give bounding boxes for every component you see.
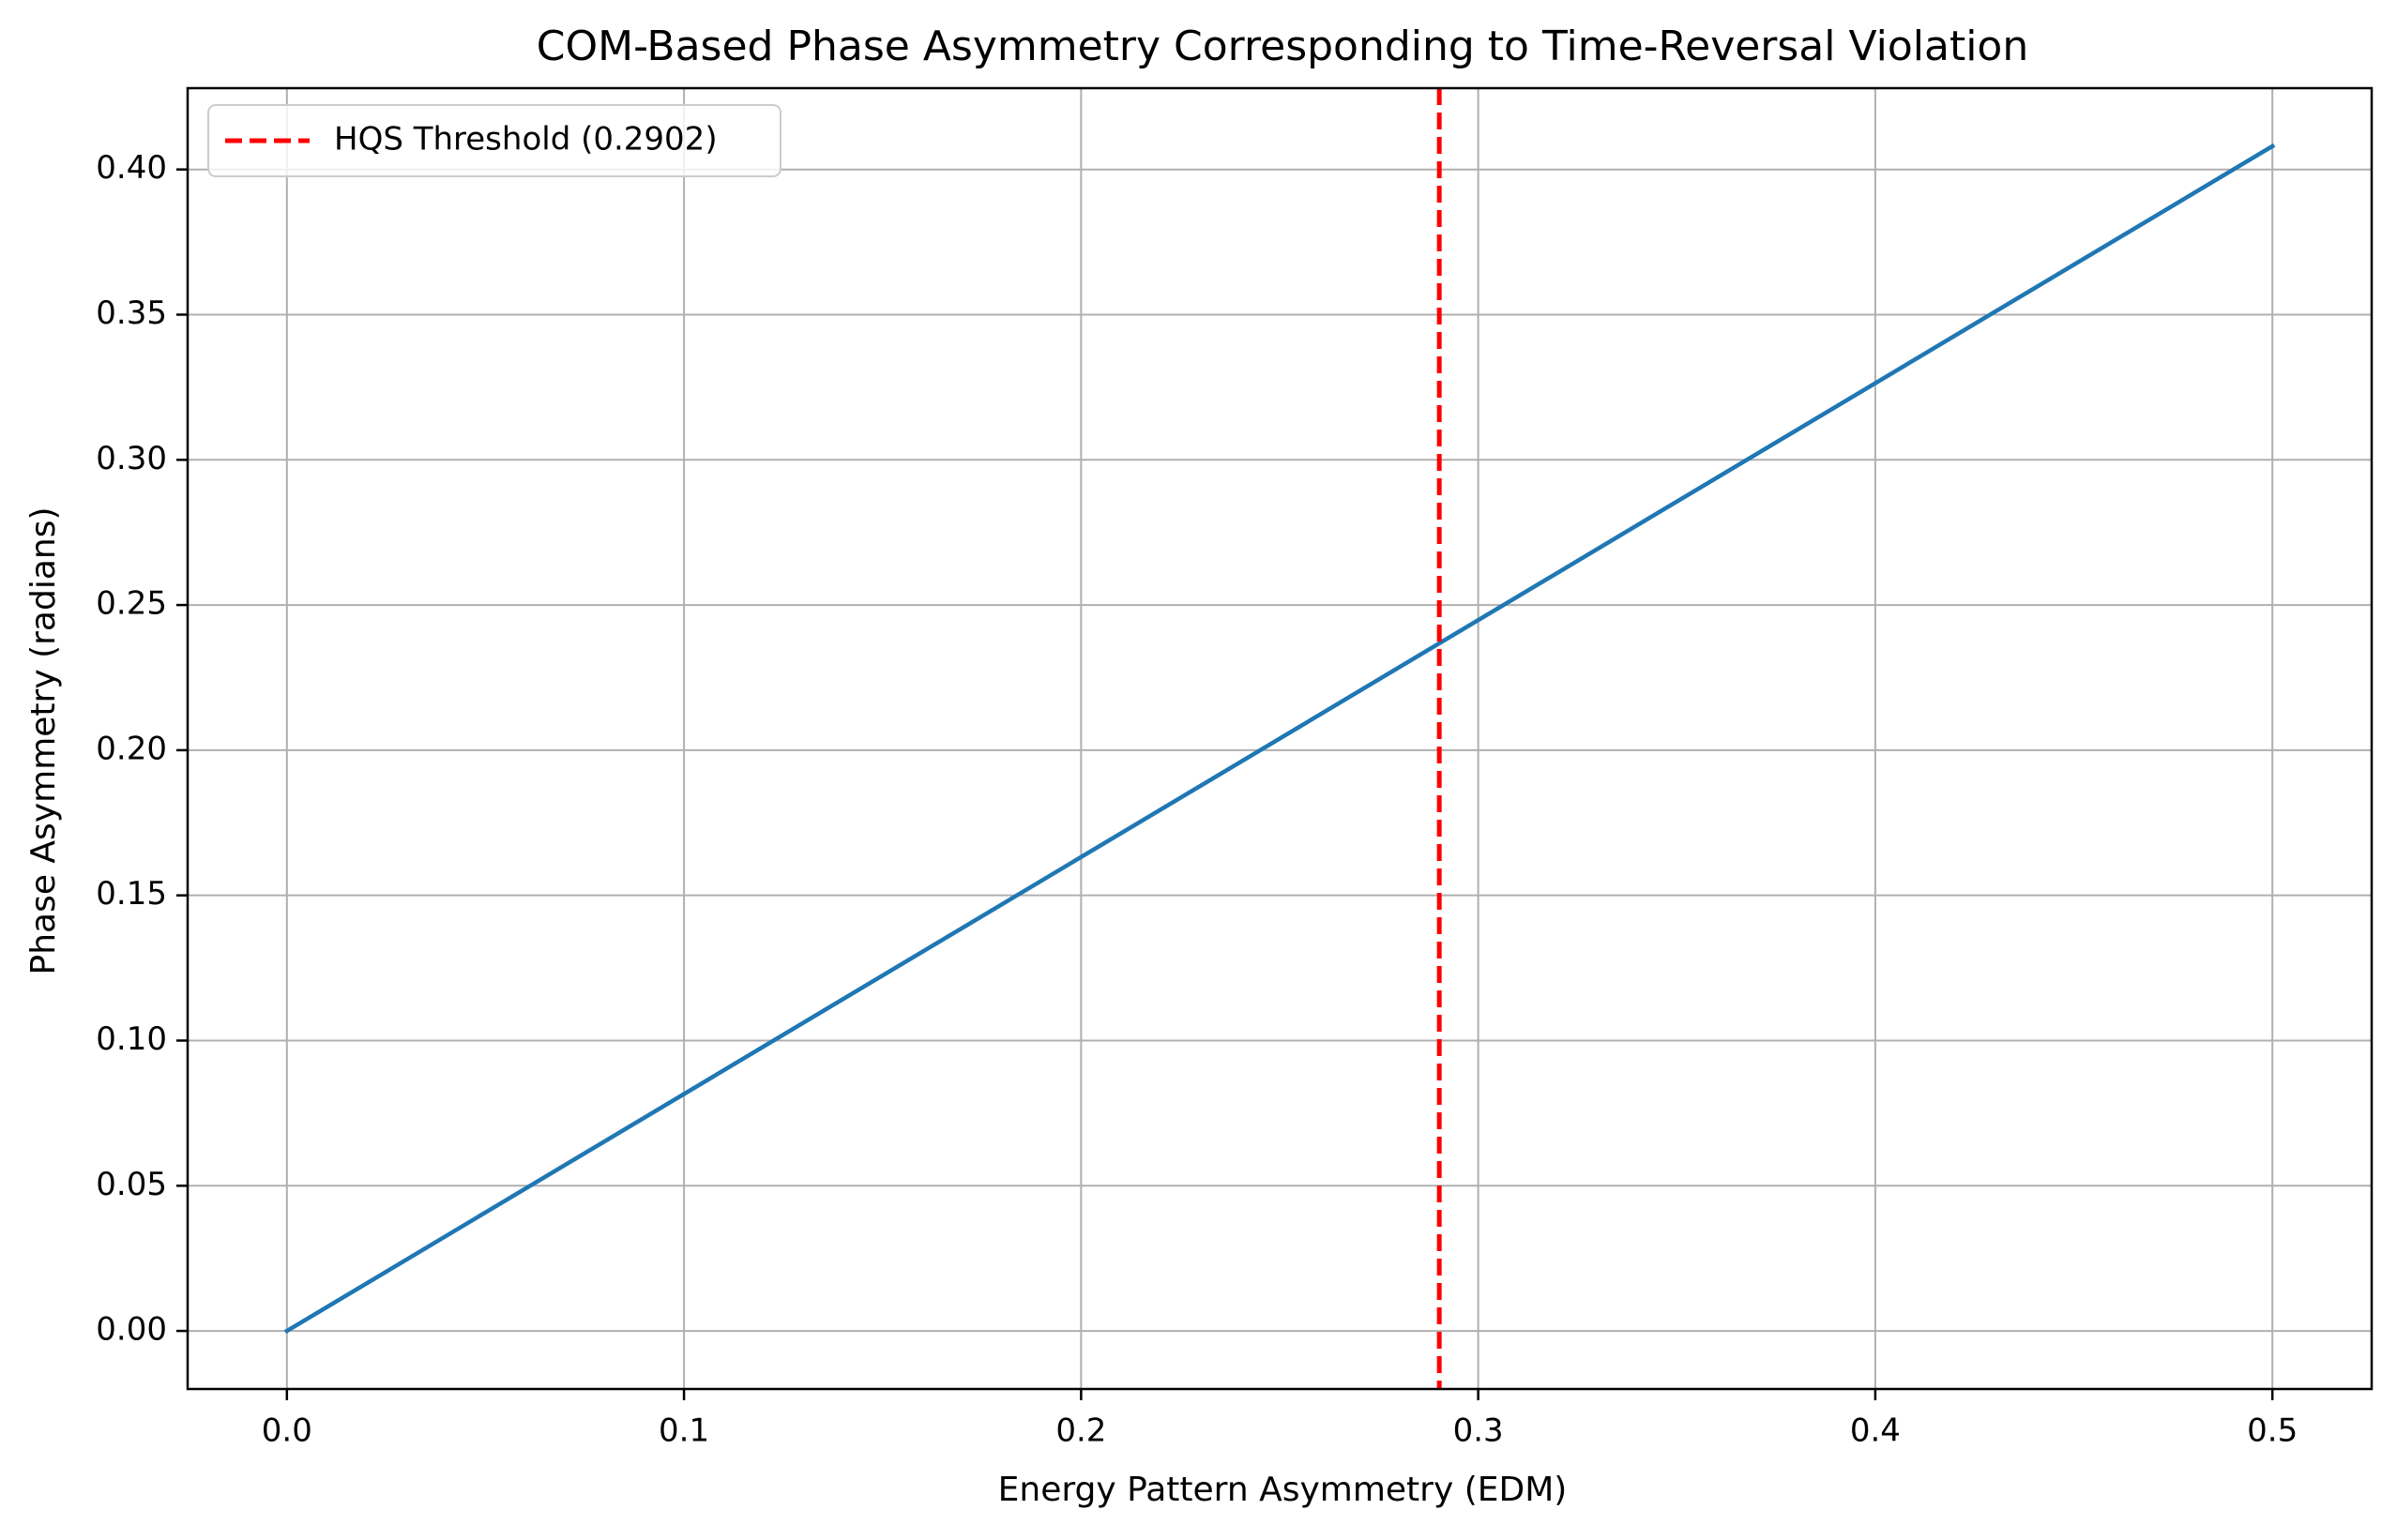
chart-title: COM-Based Phase Asymmetry Corresponding … [537,23,2028,70]
legend-box [207,104,781,177]
y-tick-label: 0.25 [96,585,167,623]
y-tick-label: 0.00 [96,1311,167,1349]
y-tick-label: 0.30 [96,440,167,477]
y-tick-label: 0.05 [96,1166,167,1203]
plot-data [283,88,2276,1389]
y-tick-label: 0.35 [96,294,167,332]
x-tick-label: 0.4 [1850,1412,1901,1450]
x-tick-label: 0.5 [2247,1412,2298,1450]
phase-asymmetry-series-line [283,143,2276,1335]
x-tick-label: 0.0 [262,1412,312,1450]
axes: 0.0 0.1 0.2 0.3 0.4 0.5 0.00 0.05 0.10 0.15 0.20 0.… [96,86,2374,1450]
x-axis-label: Energy Pattern Asymmetry (EDM) [998,1471,1568,1509]
y-axis-label: Phase Asymmetry (radians) [24,506,63,974]
y-tick-label: 0.20 [96,730,167,767]
y-tick-label: 0.15 [96,875,167,913]
x-tick-label: 0.2 [1055,1412,1106,1450]
plot-frame [186,86,2374,1391]
x-tick-label: 0.3 [1453,1412,1504,1450]
y-tick-label: 0.40 [96,149,167,187]
legend-label-hqs-threshold: HQS Threshold (0.2902) [334,121,718,159]
legend: HQS Threshold (0.2902) [207,104,781,177]
y-tick-label: 0.10 [96,1020,167,1058]
x-tick-label: 0.1 [659,1412,709,1450]
grid-lines [188,88,2372,1389]
